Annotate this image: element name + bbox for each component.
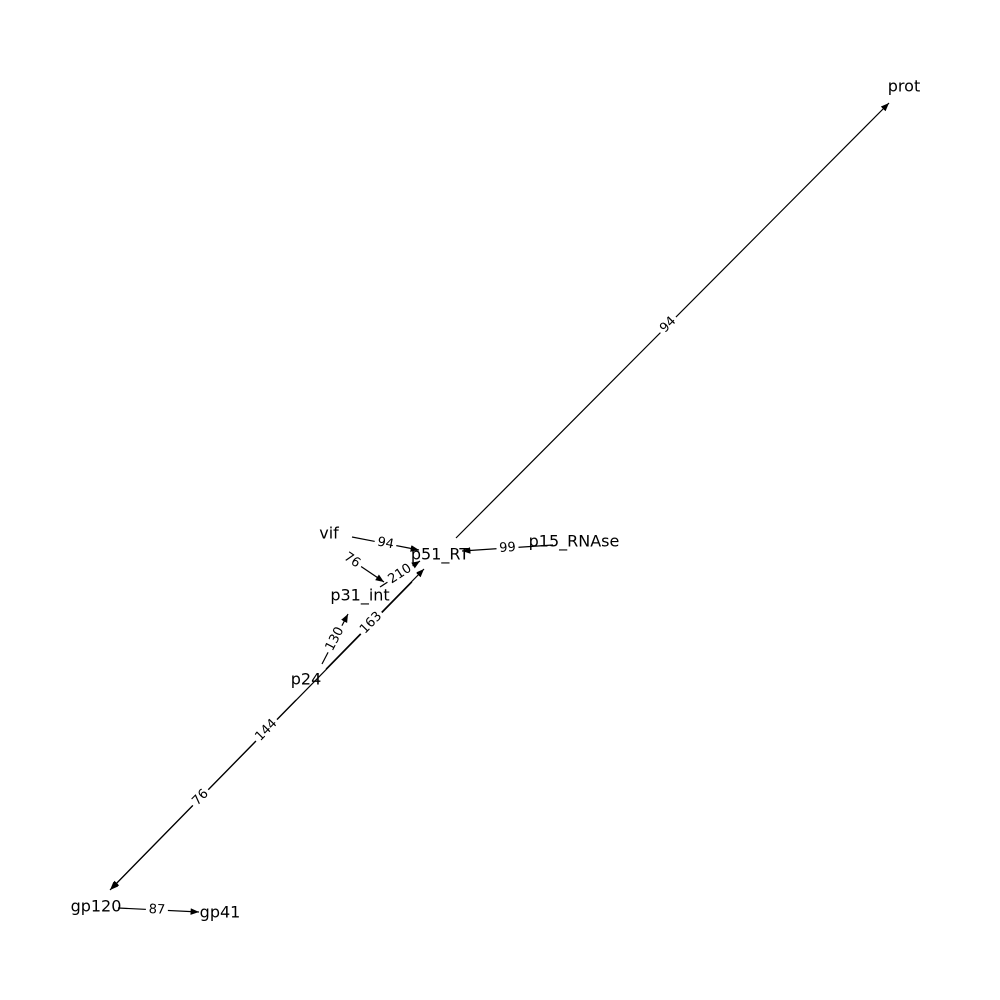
edge-label-group: 94: [373, 533, 398, 554]
edge-label: 99: [499, 540, 516, 556]
edge-label-background: [250, 713, 283, 747]
node-gp41: gp41: [200, 903, 241, 922]
node-p15-rnase: p15_RNAse: [529, 532, 620, 552]
edge-label: 87: [148, 902, 165, 918]
edge-label-group: 210: [383, 559, 417, 589]
node-p51-rt: p51_RT: [411, 545, 469, 565]
edge-label-background: [383, 559, 417, 589]
edge-label-group: 99: [495, 539, 520, 557]
edge-label-background: [654, 311, 682, 339]
node-p31-int: p31_int: [330, 586, 389, 606]
node-vif: vif: [319, 524, 339, 543]
edge-label-background: [495, 539, 520, 557]
edge-label-group: 76: [187, 784, 215, 812]
edge-label-background: [338, 547, 366, 574]
edges-layer: [109, 102, 890, 915]
nodes-layer: prot vif p51_RT p15_RNAse p31_int p24 gp120 gp4…: [71, 77, 921, 922]
node-gp120: gp120: [71, 897, 122, 916]
edge-label-group: 87: [145, 901, 169, 919]
edge-label-background: [320, 622, 350, 656]
edge-label-background: [354, 606, 388, 640]
node-p24: p24: [291, 670, 322, 689]
edge-label: 94: [376, 535, 395, 553]
edge-label-group: 76: [338, 547, 366, 574]
edge-label-background: [373, 533, 398, 554]
node-prot: prot: [888, 77, 920, 96]
edge-label-background: [187, 784, 215, 812]
edge-label-group: 94: [654, 311, 682, 339]
edge-label-background: [145, 901, 169, 919]
